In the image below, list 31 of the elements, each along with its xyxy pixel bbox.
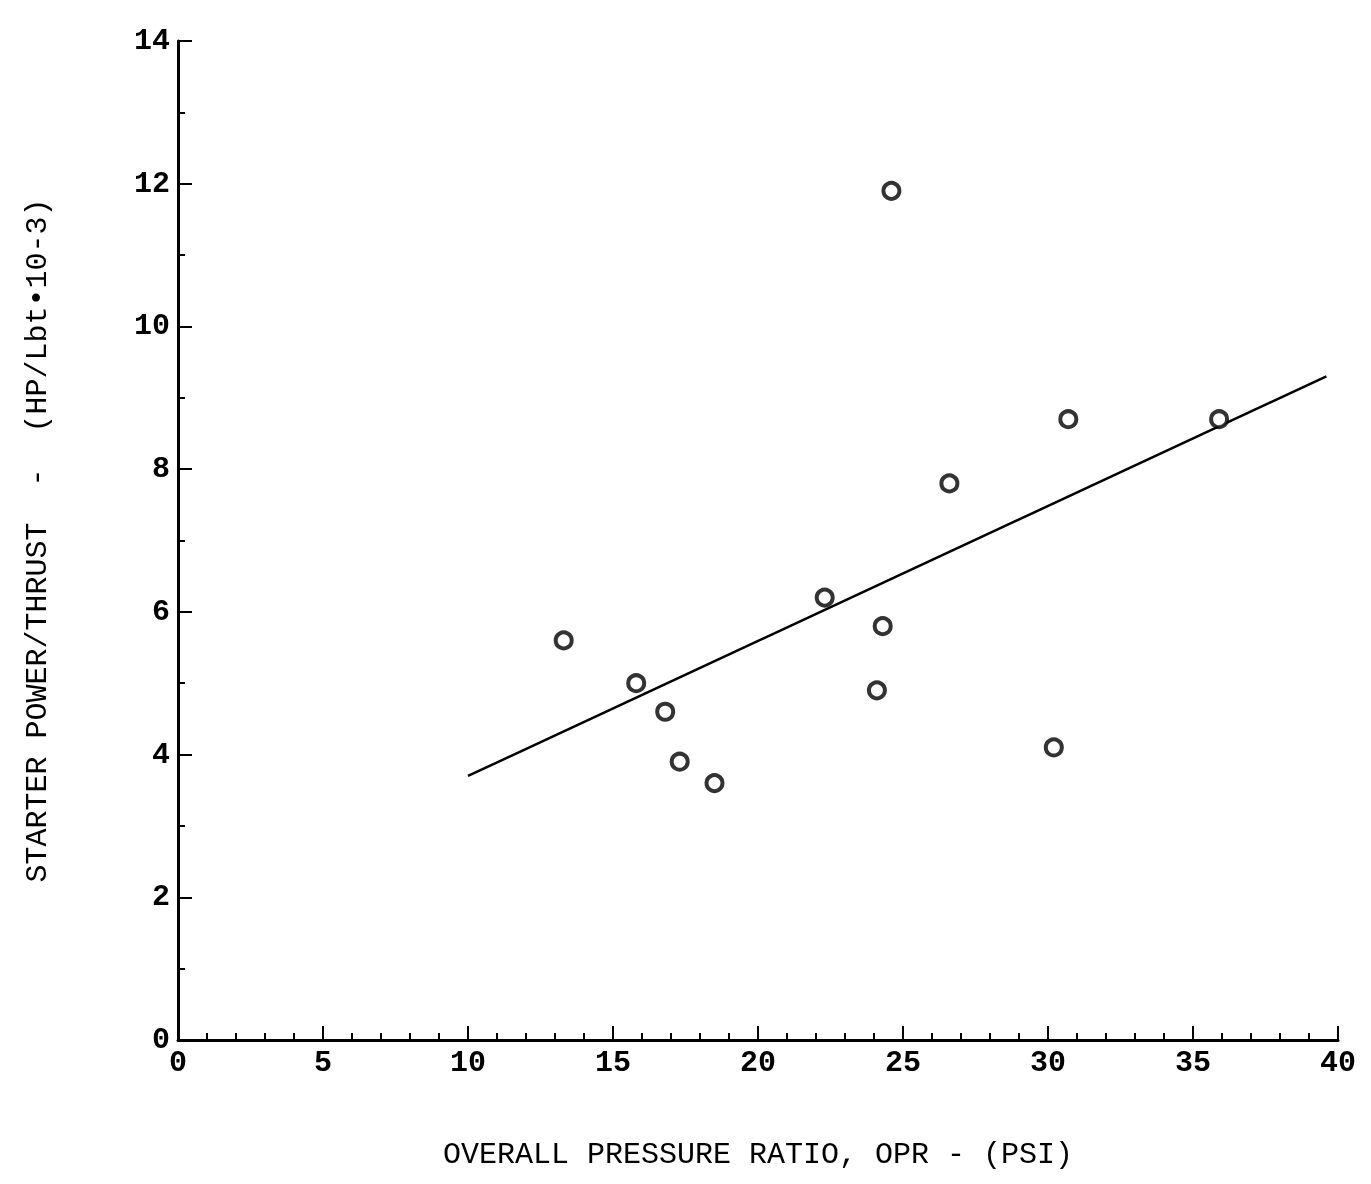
y-tick-label: 10	[133, 309, 170, 344]
y-tick-label: 4	[151, 737, 170, 772]
y-tick-label: 6	[151, 594, 170, 629]
point	[872, 616, 893, 637]
x-tick-label: 30	[1029, 1046, 1067, 1080]
y-axis-title: STARTER POWER/THRUST - (HP/Lbt•10-3)	[21, 198, 55, 883]
y-tick-label: 2	[151, 880, 170, 915]
point	[881, 180, 902, 201]
x-tick-label: 25	[884, 1046, 922, 1080]
y-tick-label: 0	[151, 1023, 170, 1057]
x-tick-label: 35	[1174, 1046, 1212, 1080]
x-tick-label: 10	[449, 1046, 487, 1080]
point	[939, 473, 960, 494]
point	[553, 630, 574, 651]
x-tick-label: 15	[594, 1046, 632, 1080]
x-tick-label: 5	[313, 1046, 333, 1080]
y-tick-label: 14	[133, 24, 170, 58]
point	[866, 680, 887, 701]
point	[1058, 409, 1079, 430]
y-tick-label: 8	[151, 452, 170, 487]
x-axis-title: OVERALL PRESSURE RATIO, OPR - (PSI)	[442, 1138, 1074, 1172]
y-tick-label: 12	[133, 166, 170, 201]
point	[626, 673, 647, 694]
point	[655, 701, 676, 722]
point	[669, 751, 690, 772]
point	[704, 773, 725, 794]
x-tick-label: 20	[739, 1046, 777, 1080]
x-tick-label: 40	[1319, 1046, 1357, 1080]
point	[814, 587, 835, 608]
point	[1209, 409, 1230, 430]
point	[1043, 737, 1064, 758]
